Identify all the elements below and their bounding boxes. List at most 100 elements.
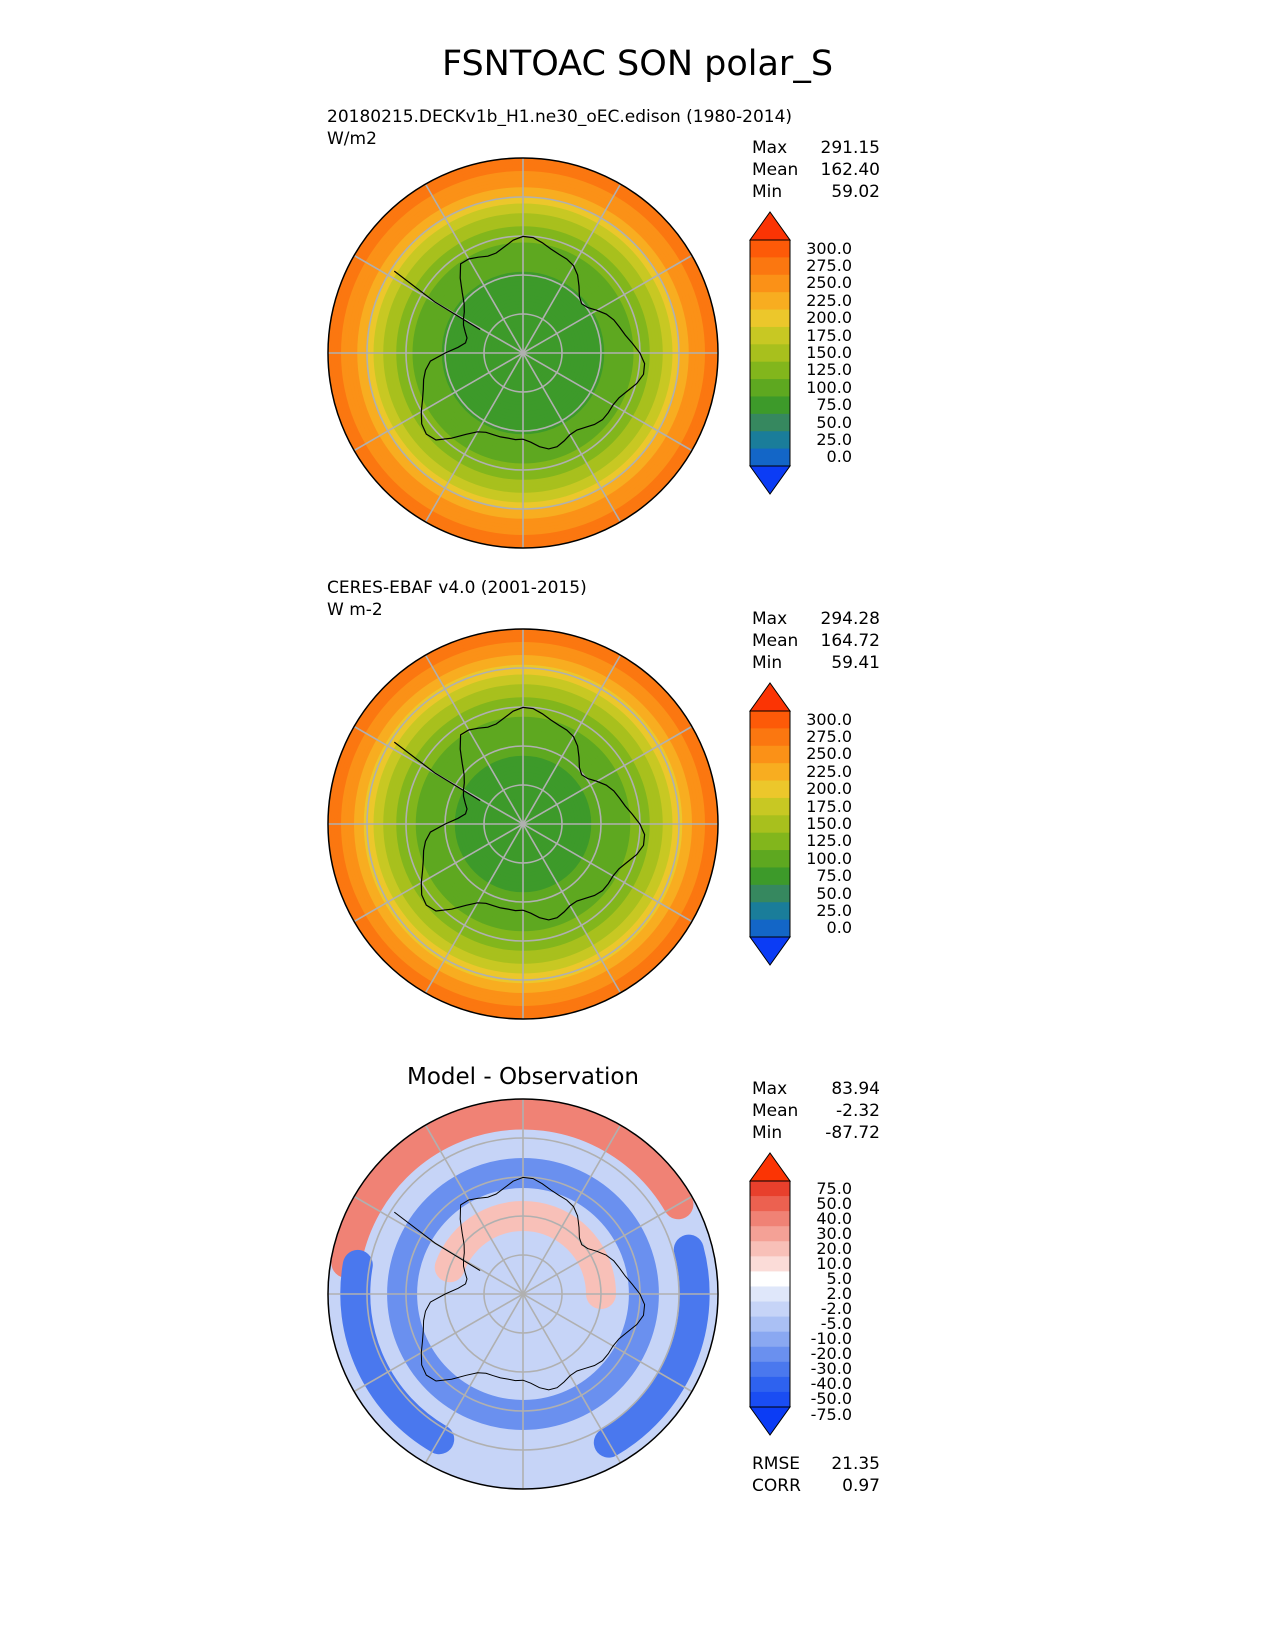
colorbar-extend-top — [749, 211, 791, 241]
colorbar-tick-label: 75.0 — [816, 1178, 852, 1198]
colorbar-extend-top — [749, 682, 791, 712]
colorbar-segment-3 — [750, 292, 790, 311]
colorbar-tick-label: 275.0 — [806, 256, 852, 276]
panel2-title-line1: CERES-EBAF v4.0 (2001-2015) — [327, 578, 587, 598]
colorbar-segment-3 — [750, 763, 790, 782]
colorbar-segment-0 — [750, 711, 790, 729]
colorbar-segment-10 — [750, 884, 790, 903]
colorbar-frame — [749, 710, 791, 938]
colorbar-tick-label: 300.0 — [806, 238, 852, 258]
colorbar-tick-label: 150.0 — [806, 814, 852, 833]
colorbar-segment-12 — [750, 448, 790, 467]
panel3-colorbar — [749, 1152, 791, 1436]
colorbar-segment-11 — [750, 1346, 790, 1363]
panel3-colorbar-labels: 75.0 50.0 40.0 30.0 20.0 10.0 5.0 2.0 -2.0 -5.0 -1… — [792, 1153, 852, 1435]
colorbar-segment-5 — [750, 326, 790, 345]
colorbar-segment-8 — [750, 850, 790, 868]
colorbar-segment-12 — [750, 1361, 790, 1378]
panel3-title: Model - Observation — [406, 1064, 640, 1090]
panel2-title: CERES-EBAF v4.0 (2001-2015) W m-2 — [327, 577, 587, 621]
antarctica-coastline-2 — [393, 1176, 646, 1391]
colorbar-segment-7 — [750, 832, 790, 851]
colorbar-tick-label: -30.0 — [810, 1359, 852, 1379]
colorbar-tick-label: -2.0 — [820, 1299, 852, 1319]
panel2-colorbar-labels: 300.0 275.0 250.0 225.0 200.0 175.0 150.0 125.0… — [792, 683, 852, 965]
panel2-units: W m-2 — [327, 600, 383, 620]
panel1-stats: Max 291.15 Mean 162.40 Min 59.02 — [752, 137, 880, 203]
colorbar-segment-4 — [750, 780, 790, 799]
colorbar-segment-3 — [750, 1226, 790, 1242]
diff-ring-2 — [340, 1249, 455, 1455]
colorbar-segment-1 — [750, 728, 790, 747]
colorbar-tick-label: 300.0 — [806, 709, 852, 729]
colorbar-tick-label: 25.0 — [816, 900, 852, 920]
panel2-stats: Max 294.28 Mean 164.72 Min 59.41 — [752, 608, 880, 674]
colorbar-tick-label: 275.0 — [806, 727, 852, 747]
colorbar-tick-label: -50.0 — [810, 1389, 852, 1409]
colorbar-tick-label: 100.0 — [806, 377, 852, 397]
colorbar-tick-label: -20.0 — [810, 1344, 852, 1364]
colorbar-frame — [749, 1180, 791, 1408]
colorbar-tick-label: 20.0 — [816, 1238, 852, 1258]
antarctica-coastline-1 — [393, 706, 646, 921]
colorbar-segment-6 — [750, 1271, 790, 1287]
colorbar-segment-9 — [750, 1316, 790, 1333]
colorbar-extend-bottom — [749, 1406, 791, 1436]
panel1-colorbar-labels: 300.0 275.0 250.0 225.0 200.0 175.0 150.0 125.0… — [792, 212, 852, 494]
colorbar-segment-8 — [750, 379, 790, 397]
panel3-extra-stats: RMSE 21.35 CORR 0.97 — [752, 1453, 880, 1497]
panel2-stat-max: Max 294.28 — [752, 609, 880, 629]
colorbar-segment-7 — [750, 361, 790, 380]
colorbar-tick-label: -10.0 — [810, 1329, 852, 1349]
colorbar-segment-10 — [750, 1331, 790, 1348]
colorbar-segment-4 — [750, 309, 790, 328]
colorbar-extend-bottom — [749, 465, 791, 495]
panel2-colorbar — [749, 682, 791, 966]
colorbar-tick-label: 225.0 — [806, 761, 852, 781]
colorbar-tick-label: 0.0 — [826, 447, 852, 467]
colorbar-tick-label: 200.0 — [806, 779, 852, 799]
colorbar-tick-label: 25.0 — [816, 429, 852, 449]
colorbar-tick-label: -75.0 — [810, 1404, 852, 1424]
map-boundary-1 — [327, 628, 719, 1020]
colorbar-tick-label: -40.0 — [810, 1374, 852, 1394]
colorbar-segment-13 — [750, 1376, 790, 1393]
colorbar-tick-label: 0.0 — [826, 918, 852, 938]
colorbar-tick-label: 200.0 — [806, 308, 852, 328]
panel1-stat-min: Min 59.02 — [752, 182, 880, 202]
meridian-1-5 — [353, 725, 693, 923]
colorbar-segment-8 — [750, 1301, 790, 1318]
colorbar-tick-label: 75.0 — [816, 395, 852, 415]
colorbar-segment-11 — [750, 902, 790, 921]
panel3-stat-min: Min -87.72 — [752, 1123, 880, 1143]
antarctica-coastline-0 — [393, 235, 646, 450]
colorbar-segment-14 — [750, 1391, 790, 1408]
colorbar-segment-6 — [750, 815, 790, 834]
colorbar-segment-6 — [750, 344, 790, 363]
diff-ring-1 — [593, 1234, 710, 1458]
meridian-2-5 — [353, 1195, 693, 1393]
colorbar-segment-5 — [750, 1256, 790, 1272]
colorbar-tick-label: 225.0 — [806, 290, 852, 310]
colorbar-tick-label: 125.0 — [806, 831, 852, 851]
panel2-stat-min: Min 59.41 — [752, 653, 880, 673]
colorbar-segment-4 — [750, 1241, 790, 1257]
colorbar-extend-top — [749, 1152, 791, 1182]
colorbar-segment-2 — [750, 274, 790, 293]
diff-ring-0 — [331, 1099, 694, 1278]
colorbar-tick-label: 10.0 — [816, 1253, 852, 1273]
colorbar-tick-label: 30.0 — [816, 1223, 852, 1243]
colorbar-segment-2 — [750, 745, 790, 764]
colorbar-tick-label: 2.0 — [826, 1284, 852, 1303]
panel1-units: W/m2 — [327, 129, 377, 149]
colorbar-segment-7 — [750, 1286, 790, 1303]
colorbar-segment-10 — [750, 413, 790, 432]
colorbar-segment-12 — [750, 919, 790, 938]
colorbar-segment-9 — [750, 396, 790, 415]
panel3-stats: Max 83.94 Mean -2.32 Min -87.72 — [752, 1078, 880, 1144]
map-boundary-0 — [327, 157, 719, 549]
colorbar-tick-label: 40.0 — [816, 1208, 852, 1228]
panel1-polar-map — [327, 157, 719, 549]
map-boundary-2 — [327, 1098, 719, 1490]
panel3-stat-corr: CORR 0.97 — [752, 1476, 880, 1496]
